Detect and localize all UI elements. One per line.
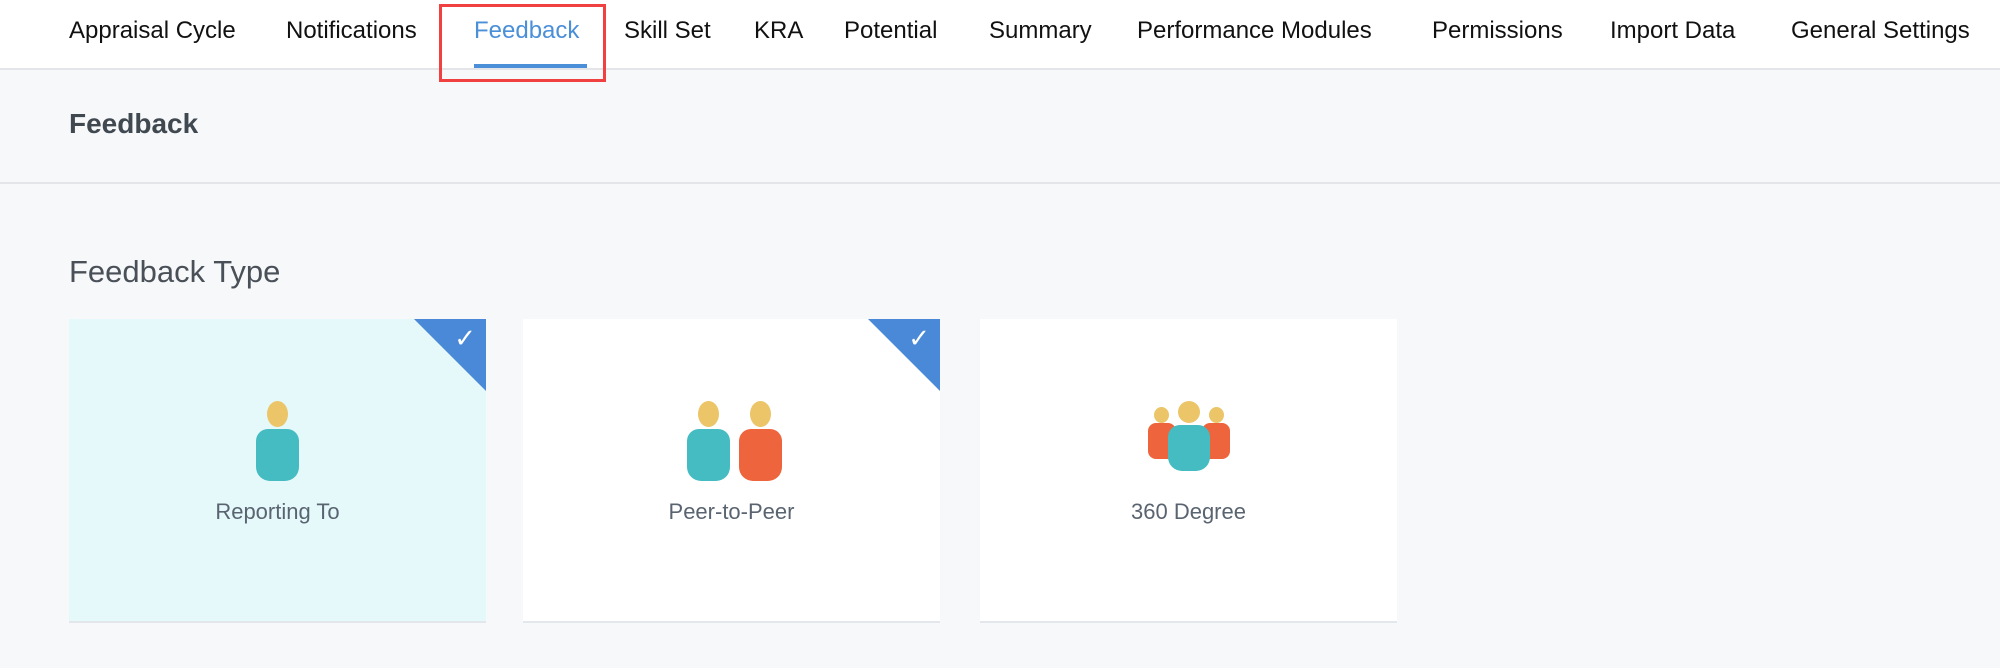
tab-permissions[interactable]: Permissions (1432, 17, 1563, 44)
tab-general-settings[interactable]: General Settings (1791, 17, 1970, 44)
active-tab-indicator (474, 64, 587, 68)
card-reporting-to[interactable]: ✓ Reporting To (69, 319, 486, 623)
card-label: Peer-to-Peer (668, 499, 795, 524)
card-label: Reporting To (215, 499, 340, 524)
check-icon: ✓ (454, 323, 476, 353)
card-label: 360 Degree (1131, 499, 1246, 524)
tab-feedback[interactable]: Feedback (474, 17, 580, 44)
card-peer-to-peer[interactable]: ✓ Peer-to-Peer (523, 319, 940, 623)
selected-corner (868, 319, 940, 391)
check-icon: ✓ (908, 323, 930, 353)
selected-corner (414, 319, 486, 391)
tab-performance-modules[interactable]: Performance Modules (1137, 17, 1372, 44)
tab-skill-set[interactable]: Skill Set (624, 17, 711, 44)
single-person-icon (69, 401, 486, 481)
card-360-degree[interactable]: 360 Degree (980, 319, 1397, 623)
highlight-box (439, 4, 606, 82)
tab-notifications[interactable]: Notifications (286, 17, 417, 44)
group-people-icon (980, 401, 1397, 471)
section-title: Feedback Type (69, 254, 281, 289)
tab-appraisal-cycle[interactable]: Appraisal Cycle (69, 17, 236, 44)
two-people-icon (523, 401, 940, 481)
tab-potential[interactable]: Potential (844, 17, 938, 44)
page-title: Feedback (69, 108, 199, 139)
tab-kra[interactable]: KRA (754, 17, 804, 44)
tab-summary[interactable]: Summary (989, 17, 1092, 44)
page-header: Feedback (0, 70, 2000, 184)
top-tab-bar: Appraisal Cycle Notifications Feedback S… (0, 0, 2000, 82)
tab-import-data[interactable]: Import Data (1610, 17, 1736, 44)
